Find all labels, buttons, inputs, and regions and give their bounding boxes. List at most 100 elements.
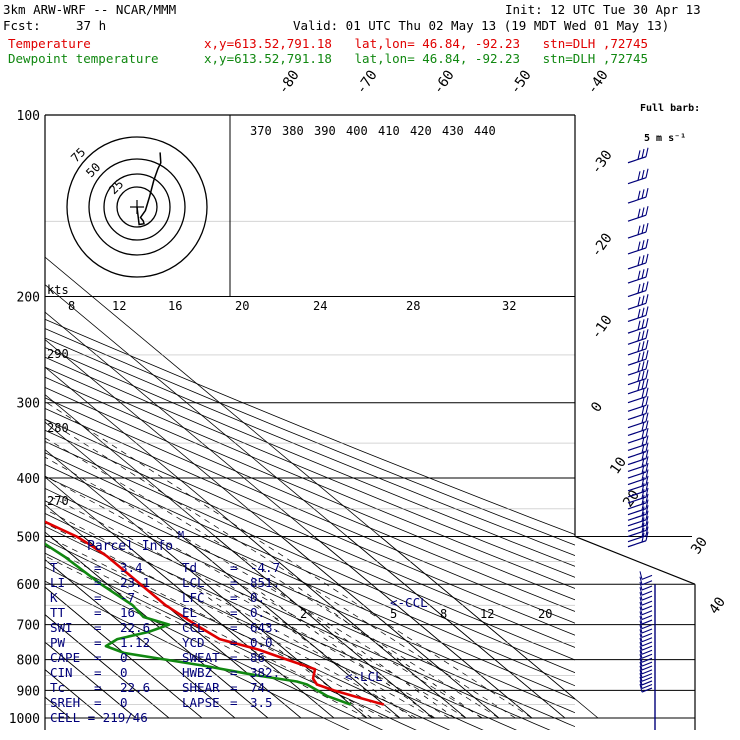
parcel-key: EL [182,605,198,620]
wind-barb-shaft [627,358,647,366]
dry-adiabat [45,418,575,648]
mixing-ratio-upper-label: 24 [313,299,327,313]
parcel-value: 382. [250,665,281,680]
dry-adiabat [45,539,451,730]
wind-barb-shaft [627,156,647,164]
wind-barb-flag [641,436,645,446]
isotherm-line [0,87,4,718]
parcel-eq: = [94,605,102,620]
wind-barb-shaft [627,436,647,444]
pressure-label: 700 [17,619,40,634]
parcel-key: SWEAT [182,650,220,665]
parcel-value: 86 [250,650,266,665]
wind-barb-flag [645,456,649,466]
wind-barb-flag [637,342,641,352]
wind-barb-flag [645,369,649,379]
parcel-value: 23.1 [120,575,151,590]
theta-left-label: 290 [47,347,69,361]
wind-barb-flag [641,351,645,361]
wind-barb-shaft [627,387,647,395]
wind-barb-flag [639,620,643,629]
dry-adiabat [45,452,575,687]
wind-barb-flag [639,624,643,634]
wind-barb-flag [639,637,643,647]
isotherm-label: 0 [588,399,606,415]
wind-barb-shaft [627,540,647,548]
wind-barb-flag [645,493,649,504]
parcel-key: PW [50,635,66,650]
wind-barb-flag [645,462,649,473]
moist-adiabat [45,545,384,719]
wind-barb-flag [639,669,643,678]
theta-label: 390 [314,124,336,138]
wind-barb-flag [641,443,645,454]
wind-barb-flag [645,306,649,316]
wind-barb-shaft [641,676,653,682]
wind-barb-flag [645,521,649,531]
model-title: 3km ARW-WRF -- NCAR/MMM [3,2,177,17]
wind-barb-flag [639,654,643,663]
wind-barb-flag [645,499,649,509]
isotherm-line [248,537,467,719]
parcel-eq: = [230,650,238,665]
wind-barb-shaft [641,590,653,596]
parcel-eq: = [230,560,238,575]
wind-barb-flag [645,350,649,360]
parcel-key: Tc [50,680,66,695]
parcel-value: 643. [250,620,281,635]
wind-barb-flag [639,571,643,580]
wind-barb-flag [641,255,645,265]
wind-barb-flag [641,464,645,474]
wind-barb-shaft [641,680,653,686]
wind-barb-flag [641,269,645,279]
wind-barb-shaft [641,585,653,591]
wind-barb-flag [645,359,649,370]
isotherm-line [50,537,269,719]
wind-barb-flag [641,522,645,532]
wind-barb-flag [637,362,641,372]
theta-label: 420 [410,124,432,138]
parcel-eq: = [94,695,102,710]
wind-barb-flag [645,329,649,339]
parcel-value: 0.0 [250,635,273,650]
isotherm-label: -60 [430,67,458,97]
wind-barb-flag [637,190,641,200]
wind-barb-shaft [641,641,653,647]
wind-barb-shaft [641,665,653,671]
forecast-hour: 37 h [76,18,107,33]
isotherm-label: -20 [588,230,616,260]
wind-barb-shaft [627,413,647,421]
isotherm-line [83,537,302,719]
wind-barb-flag [639,586,643,596]
isotherm-line [0,87,4,718]
theta-left-label: 270 [47,494,69,508]
wind-barb-flag [645,168,649,178]
mixing-ratio-lower-label: 2 [300,607,307,621]
parcel-key: SWI [50,620,73,635]
wind-barb-flag [645,531,649,541]
wind-barb-flag [639,665,643,674]
pressure-label: 600 [17,578,40,593]
wind-barb-flag [645,516,649,526]
wind-barb-flag [641,489,645,499]
wind-barb-flag [641,500,645,511]
wind-barb-shaft [627,196,647,204]
wind-barb-flag [639,611,643,620]
frame-diagonal [574,535,696,585]
parcel-key: CAPE [50,650,81,665]
dry-adiabat [45,475,575,714]
wind-barb-shaft [627,428,647,437]
parcel-key: SREH [50,695,81,710]
parcel-eq: = [94,620,102,635]
wind-barb-shaft [627,337,647,345]
pressure-label: 200 [17,291,40,306]
wind-barb-flag [637,372,641,382]
wind-barb-shaft [641,637,653,643]
dry-adiabat [45,566,384,730]
dry-adiabat [45,408,575,636]
wind-barb-shaft [641,669,653,675]
wind-barb-flag [645,526,649,536]
parcel-eq: = [230,590,238,605]
wind-barb-flag [639,581,643,591]
